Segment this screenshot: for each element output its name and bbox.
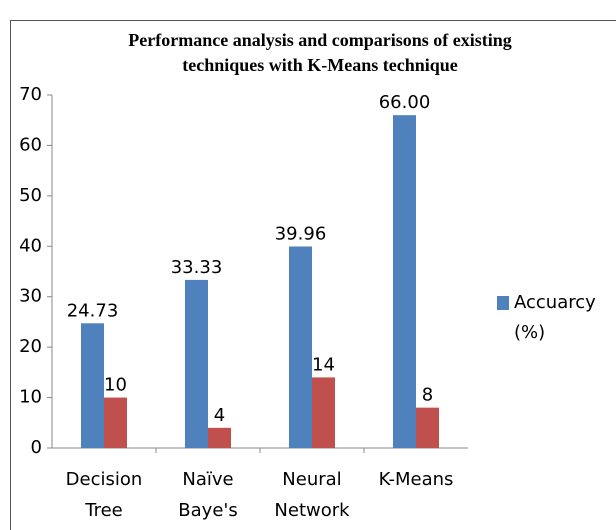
legend-label: Accuarcy (%) xyxy=(514,292,596,343)
bar xyxy=(416,407,439,448)
data-label: 4 xyxy=(214,405,225,426)
bar xyxy=(208,427,231,448)
y-tick-label: 70 xyxy=(19,84,42,105)
data-label: 39.96 xyxy=(275,223,327,244)
bar xyxy=(312,377,335,448)
bar xyxy=(393,115,416,449)
x-tick-label: Naïve Baye's xyxy=(178,469,237,521)
y-tick-label: 50 xyxy=(19,185,42,206)
y-tick-label: 40 xyxy=(19,235,42,256)
y-tick-label: 10 xyxy=(19,387,42,408)
chart-title: techniques with K-Means technique xyxy=(182,55,458,75)
bar xyxy=(289,246,312,448)
bar xyxy=(104,397,127,448)
data-label: 14 xyxy=(312,354,335,375)
bar xyxy=(185,279,208,448)
data-label: 8 xyxy=(422,385,433,406)
y-tick-label: 60 xyxy=(19,134,42,155)
y-tick-label: 30 xyxy=(19,286,42,307)
x-tick-label: K-Means xyxy=(379,469,454,490)
data-label: 66.00 xyxy=(379,92,431,113)
chart-title: Performance analysis and comparisons of … xyxy=(128,30,511,50)
data-label: 24.73 xyxy=(67,300,119,321)
data-label: 10 xyxy=(104,375,127,396)
y-tick-label: 20 xyxy=(19,336,42,357)
data-label: 33.33 xyxy=(171,257,223,278)
x-tick-label: Neural Network xyxy=(274,469,350,521)
y-tick-label: 0 xyxy=(31,437,42,458)
legend-swatch xyxy=(497,296,509,310)
chart-border xyxy=(10,20,616,530)
bar xyxy=(81,323,104,448)
x-tick-label: Decision Tree xyxy=(66,469,143,521)
